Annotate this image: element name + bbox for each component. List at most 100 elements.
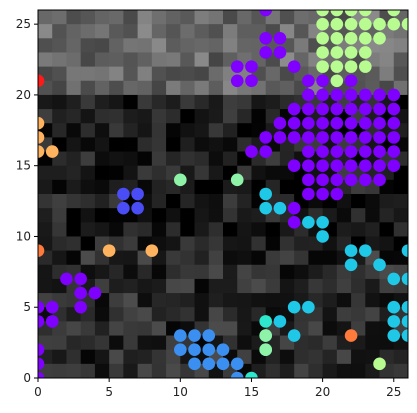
heatmap-cell bbox=[308, 335, 324, 351]
scatter-point bbox=[273, 201, 287, 215]
scatter-point bbox=[359, 145, 372, 158]
heatmap-cell bbox=[137, 109, 153, 124]
scatter-point bbox=[316, 230, 329, 243]
heatmap-cell bbox=[166, 250, 181, 266]
scatter-point bbox=[45, 145, 59, 158]
heatmap-cell bbox=[251, 109, 267, 124]
scatter-point bbox=[38, 315, 45, 328]
scatter-point bbox=[344, 60, 358, 73]
heatmap-cell bbox=[223, 264, 238, 280]
scatter-point bbox=[245, 60, 258, 73]
heatmap-cell bbox=[194, 293, 210, 308]
heatmap-cell bbox=[109, 137, 124, 153]
heatmap-cell bbox=[194, 123, 210, 138]
scatter-point bbox=[202, 343, 216, 356]
y-tick-label: 5 bbox=[23, 300, 31, 314]
heatmap-cell bbox=[237, 222, 252, 237]
scatter-point bbox=[344, 173, 358, 187]
heatmap-cell bbox=[166, 10, 181, 25]
heatmap-cell bbox=[223, 194, 238, 209]
heatmap-cell bbox=[151, 24, 167, 39]
scatter-point bbox=[373, 32, 386, 45]
scatter-point bbox=[273, 46, 287, 59]
heatmap-cell bbox=[137, 137, 153, 153]
scatter-point bbox=[259, 145, 272, 158]
heatmap-cell bbox=[66, 10, 82, 25]
scatter-point bbox=[330, 116, 344, 130]
heatmap-cell bbox=[109, 307, 124, 322]
scatter-point bbox=[359, 46, 372, 59]
scatter-point bbox=[316, 10, 329, 17]
heatmap-cell bbox=[166, 137, 181, 153]
heatmap-cell bbox=[151, 123, 167, 138]
heatmap-cell bbox=[123, 10, 139, 25]
heatmap-cell bbox=[265, 264, 281, 280]
heatmap-cell bbox=[38, 222, 53, 237]
heatmap-cell bbox=[52, 208, 67, 223]
heatmap-cell bbox=[166, 208, 181, 223]
scatter-point bbox=[216, 343, 230, 356]
scatter-point bbox=[259, 46, 272, 59]
heatmap-cell bbox=[166, 109, 181, 124]
heatmap-cell bbox=[109, 335, 124, 351]
scatter-point bbox=[344, 88, 358, 102]
heatmap-cell bbox=[166, 52, 181, 68]
scatter-point bbox=[287, 102, 301, 116]
heatmap-cell bbox=[194, 10, 210, 25]
heatmap-cell bbox=[66, 165, 82, 181]
heatmap-cell bbox=[52, 10, 67, 25]
heatmap-cell bbox=[294, 363, 309, 378]
heatmap-cell bbox=[38, 165, 53, 181]
heatmap-cell bbox=[94, 24, 110, 39]
scatter-point bbox=[401, 300, 408, 314]
heatmap-cell bbox=[151, 293, 167, 308]
scatter-point bbox=[387, 116, 401, 130]
scatter-point bbox=[330, 131, 344, 144]
heatmap-cell bbox=[137, 38, 153, 53]
heatmap-cell bbox=[237, 278, 252, 294]
heatmap-cell bbox=[322, 349, 338, 365]
scatter-point bbox=[216, 357, 230, 371]
heatmap-cell bbox=[123, 349, 139, 365]
heatmap-cell bbox=[223, 10, 238, 25]
scatter-point bbox=[316, 173, 329, 187]
heatmap-cell bbox=[109, 349, 124, 365]
heatmap-cell bbox=[109, 24, 124, 39]
scatter-point bbox=[230, 357, 244, 371]
scatter-point bbox=[259, 343, 272, 356]
heatmap-cell bbox=[279, 179, 295, 195]
heatmap-cell bbox=[265, 66, 281, 82]
heatmap-cell bbox=[166, 151, 181, 167]
heatmap-cell bbox=[109, 123, 124, 138]
heatmap-cell bbox=[123, 165, 139, 181]
scatter-point bbox=[74, 300, 87, 314]
x-tick-label: 10 bbox=[173, 385, 188, 399]
heatmap-cell bbox=[365, 222, 381, 237]
heatmap-cell bbox=[94, 137, 110, 153]
heatmap-cell bbox=[237, 335, 252, 351]
heatmap-cell bbox=[66, 109, 82, 124]
heatmap-cell bbox=[151, 335, 167, 351]
heatmap-cell bbox=[166, 94, 181, 110]
scatter-point bbox=[344, 329, 358, 342]
scatter-point bbox=[45, 315, 59, 328]
heatmap-cell bbox=[336, 349, 352, 365]
heatmap-cell bbox=[137, 264, 153, 280]
heatmap-cell bbox=[223, 208, 238, 223]
scatter-point bbox=[316, 145, 329, 158]
scatter-point bbox=[38, 357, 45, 371]
x-axis: 0 5 10 15 20 25 bbox=[34, 378, 401, 399]
heatmap-cell bbox=[379, 194, 395, 209]
heatmap-cell bbox=[237, 123, 252, 138]
scatter-point bbox=[330, 145, 344, 158]
scatter-point bbox=[131, 187, 144, 201]
heatmap-cell bbox=[294, 10, 309, 25]
heatmap-cell bbox=[38, 278, 53, 294]
heatmap-cell bbox=[166, 38, 181, 53]
heatmap-cell bbox=[308, 349, 324, 365]
heatmap-cell bbox=[393, 349, 408, 365]
heatmap-cell bbox=[94, 10, 110, 25]
scatter-point bbox=[259, 315, 272, 328]
heatmap-cell bbox=[393, 222, 408, 237]
heatmap-cell bbox=[166, 264, 181, 280]
